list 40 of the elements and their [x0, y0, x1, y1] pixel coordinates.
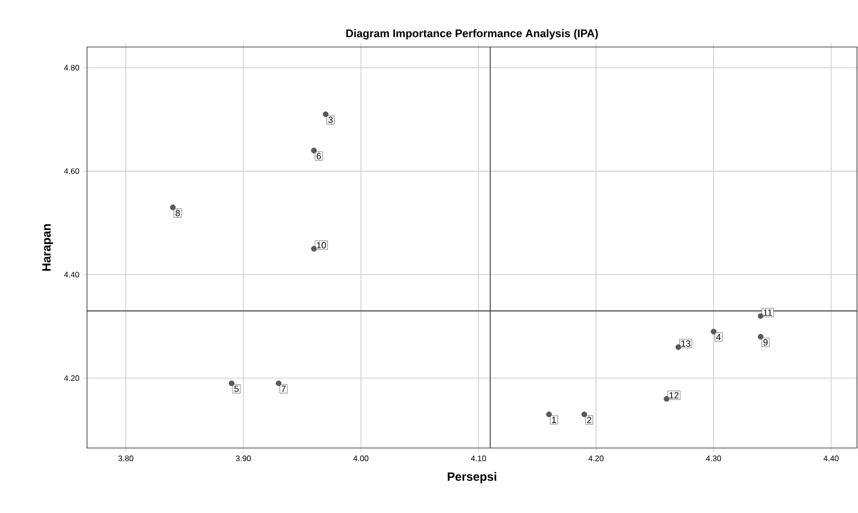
point: [276, 380, 282, 386]
x-axis-title: Persepsi: [448, 472, 496, 484]
x-tick-label: 4.40: [824, 456, 839, 462]
x-tick-label: 3.90: [236, 456, 251, 462]
point: [546, 412, 552, 418]
point: [710, 328, 716, 334]
point: [758, 313, 764, 319]
point: [311, 148, 317, 154]
point: [664, 396, 670, 402]
x-tick-label: 4.10: [470, 456, 486, 462]
annotation: 1: [552, 416, 556, 423]
point: [170, 204, 176, 210]
annotation: 11: [764, 309, 772, 316]
annotation: 10: [316, 242, 326, 248]
point: [676, 344, 682, 350]
annotation: 9: [763, 339, 768, 346]
y-tick-label: 4.60: [64, 168, 80, 174]
annotation: 7: [281, 386, 286, 392]
x-tick-label: 4.30: [706, 456, 722, 462]
annotation: 13: [681, 340, 690, 347]
annotation: 4: [716, 334, 721, 340]
y-tick-label: 4.20: [64, 375, 80, 381]
point: [322, 111, 328, 118]
point: [228, 380, 234, 386]
y-tick-label: 4.80: [64, 64, 80, 71]
point: [311, 246, 317, 252]
y-axis-title: Harapan: [42, 224, 54, 271]
chart-title: Diagram Importance Performance Analysis (IPA): [346, 29, 598, 40]
point: [581, 412, 588, 418]
x-tick-label: 3.80: [118, 456, 134, 462]
annotation: 2: [587, 416, 592, 424]
annotation: 5: [234, 386, 239, 392]
x-tick-label: 4.20: [588, 456, 604, 462]
x-tick-label: 4.00: [353, 456, 368, 462]
annotation: 12: [670, 392, 679, 398]
annotation: 8: [176, 210, 180, 216]
annotation: 3: [328, 116, 333, 124]
point: [758, 334, 764, 340]
y-tick-label: 4.40: [64, 272, 80, 278]
annotation: 6: [316, 152, 321, 160]
